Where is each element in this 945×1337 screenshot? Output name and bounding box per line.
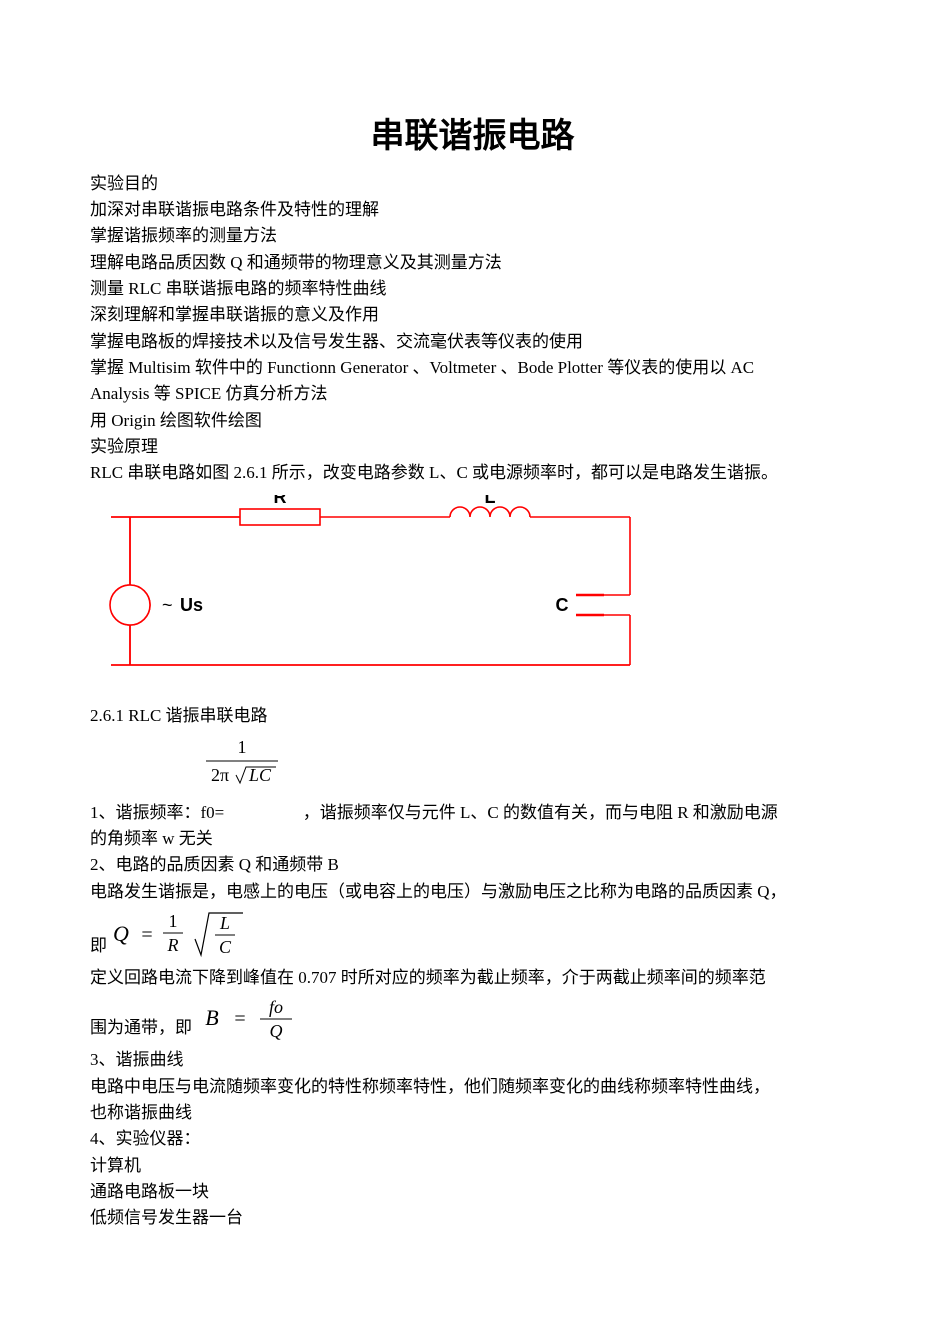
rlc-circuit-svg: R L C Us ~ [90,495,650,685]
body-line: 2、电路的品质因素 Q 和通频带 B [90,852,855,878]
svg-text:B: B [205,1005,218,1030]
svg-text:LC: LC [248,765,272,785]
section-heading-purpose: 实验目的 [90,171,855,197]
body-line: 测量 RLC 串联谐振电路的频率特性曲线 [90,276,855,302]
text-frag: 1、谐振频率：f0= [90,803,224,822]
body-line: 通路电路板一块 [90,1179,855,1205]
body-line: 也称谐振曲线 [90,1100,855,1126]
text-frag: 围为通带，即 [90,1015,192,1047]
formula-b-svg: B = fo Q [192,991,322,1047]
body-line: 电路发生谐振是，电感上的电压（或电容上的电压）与激励电压之比称为电路的品质因素 … [90,879,855,905]
body-line: 3、谐振曲线 [90,1047,855,1073]
svg-text:=: = [234,1008,245,1030]
svg-text:Q: Q [270,1021,283,1041]
formula-b-row: 围为通带，即 B = fo Q [90,991,855,1047]
body-line: 的角频率 w 无关 [90,826,855,852]
body-line: 1、谐振频率：f0= ，谐振频率仅与元件 L、C 的数值有关，而与电阻 R 和激… [90,800,855,826]
page-title: 串联谐振电路 [90,110,855,163]
svg-text:1: 1 [238,737,247,757]
body-line: 理解电路品质因数 Q 和通频带的物理意义及其测量方法 [90,250,855,276]
svg-text:1: 1 [169,911,178,931]
section-heading-principle: 实验原理 [90,434,855,460]
body-line: 低频信号发生器一台 [90,1205,855,1231]
svg-text:Us: Us [180,595,203,615]
svg-text:=: = [141,924,152,946]
svg-text:C: C [219,937,232,957]
svg-text:2π: 2π [211,765,229,785]
body-line: Analysis 等 SPICE 仿真分析方法 [90,381,855,407]
body-line: 掌握电路板的焊接技术以及信号发生器、交流毫伏表等仪表的使用 [90,329,855,355]
text-frag: 即 [90,933,107,965]
formula-f0: 1 2π LC [200,735,855,797]
formula-f0-svg: 1 2π LC [200,735,290,789]
document-page: 串联谐振电路 实验目的 加深对串联谐振电路条件及特性的理解 掌握谐振频率的测量方… [0,0,945,1292]
svg-text:~: ~ [162,595,173,615]
svg-text:C: C [556,595,569,615]
figure-caption: 2.6.1 RLC 谐振串联电路 [90,703,855,729]
formula-q-row: 即 Q = 1 R LC [90,905,855,965]
formula-q-svg: Q = 1 R LC [107,905,277,965]
svg-text:L: L [219,913,230,933]
body-line: 掌握谐振频率的测量方法 [90,223,855,249]
body-line: 用 Origin 绘图软件绘图 [90,408,855,434]
body-line: 深刻理解和掌握串联谐振的意义及作用 [90,302,855,328]
body-line: 电路中电压与电流随频率变化的特性称频率特性，他们随频率变化的曲线称频率特性曲线， [90,1074,855,1100]
circuit-diagram: R L C Us ~ [90,495,855,685]
body-line: 4、实验仪器： [90,1126,855,1152]
body-line: 加深对串联谐振电路条件及特性的理解 [90,197,855,223]
text-frag: ，谐振频率仅与元件 L、C 的数值有关，而与电阻 R 和激励电源 [303,803,778,822]
body-line: 定义回路电流下降到峰值在 0.707 时所对应的频率为截止频率，介于两截止频率间… [90,965,855,991]
svg-text:R: R [274,495,287,507]
body-line: 掌握 Multisim 软件中的 Functionn Generator 、Vo… [90,355,855,381]
svg-text:L: L [485,495,496,507]
body-line: 计算机 [90,1153,855,1179]
body-line: RLC 串联电路如图 2.6.1 所示，改变电路参数 L、C 或电源频率时，都可… [90,460,855,486]
svg-text:fo: fo [269,997,283,1017]
svg-text:Q: Q [113,921,129,946]
svg-text:R: R [167,935,179,955]
